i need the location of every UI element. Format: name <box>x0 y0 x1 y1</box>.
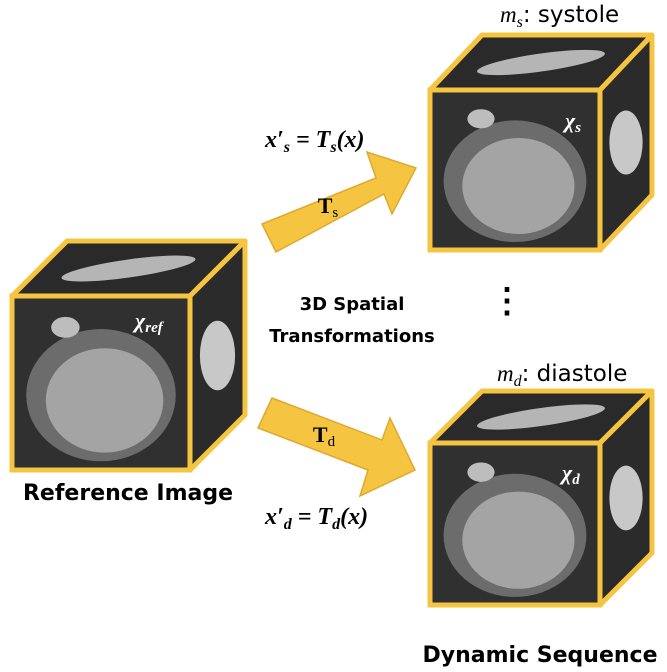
eq-arg: (x) <box>340 504 368 530</box>
eq-mid: = T <box>292 504 334 530</box>
transform-label: Transformations <box>269 326 435 347</box>
symbol-base: χ <box>559 460 573 485</box>
eq-lhs: x′ <box>264 127 284 153</box>
symbol-sub: ref <box>145 320 164 336</box>
name-text: : systole <box>523 2 619 28</box>
diagram: Reference Image Dynamic Sequence 3D Spat… <box>0 0 667 672</box>
eq-sub: s <box>329 139 336 156</box>
front-heart <box>462 138 574 234</box>
eq-mid: = T <box>290 127 332 153</box>
name-var: m <box>497 361 514 386</box>
eq-arg: (x) <box>337 127 365 153</box>
right-texture <box>609 111 642 175</box>
transform-label: 3D Spatial <box>300 294 405 315</box>
operator-base: T <box>318 193 333 218</box>
diastole-name: md: diastole <box>497 361 627 390</box>
name-text: : diastole <box>522 361 628 387</box>
symbol-sub: s <box>574 120 581 136</box>
sequence-label: Dynamic Sequence <box>423 643 658 668</box>
front-heart <box>46 348 163 452</box>
front-vessel <box>467 109 494 128</box>
front-vessel <box>51 317 79 338</box>
reference-label: Reference Image <box>23 481 233 506</box>
symbol-base: χ <box>132 308 146 333</box>
arrow <box>258 398 415 496</box>
operator-base: T <box>313 422 328 447</box>
arrow <box>262 152 416 252</box>
operator-sub: s <box>332 205 338 221</box>
operator-sub: d <box>328 434 336 450</box>
equation: x′d = Td(x) <box>264 504 368 533</box>
eq-sub: s <box>283 139 290 156</box>
systole-name: ms: systole <box>500 2 619 31</box>
right-texture <box>200 321 235 391</box>
front-vessel <box>467 462 494 481</box>
right-texture <box>609 466 642 531</box>
name-var: m <box>500 2 517 27</box>
equation: x′s = Ts(x) <box>264 127 365 156</box>
ellipsis: ⋮ <box>490 283 524 320</box>
symbol-base: χ <box>562 108 576 133</box>
symbol-sub: d <box>572 472 580 488</box>
eq-lhs: x′ <box>264 504 284 530</box>
front-heart <box>462 492 574 589</box>
